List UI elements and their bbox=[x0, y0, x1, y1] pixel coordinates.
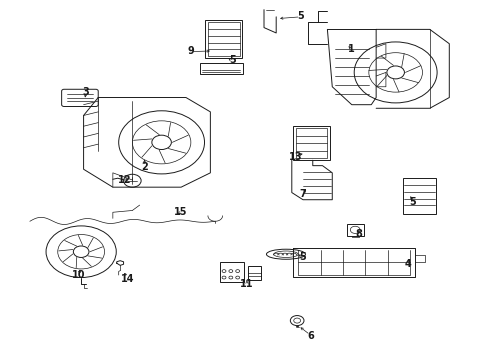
Bar bbox=[346, 224, 363, 235]
Bar bbox=[248, 266, 261, 280]
Text: 15: 15 bbox=[174, 207, 187, 217]
Text: 1: 1 bbox=[347, 44, 354, 54]
Text: 4: 4 bbox=[404, 259, 410, 269]
Bar bbox=[402, 178, 435, 214]
Text: 5: 5 bbox=[299, 252, 306, 262]
Text: 6: 6 bbox=[306, 331, 313, 341]
Text: 10: 10 bbox=[72, 270, 85, 280]
Bar bbox=[207, 22, 239, 56]
Text: 13: 13 bbox=[288, 152, 302, 162]
Text: 5: 5 bbox=[297, 11, 304, 21]
Bar bbox=[199, 63, 242, 74]
Text: 9: 9 bbox=[187, 46, 194, 56]
Bar bbox=[293, 126, 329, 160]
Text: 8: 8 bbox=[355, 229, 362, 239]
Text: 7: 7 bbox=[299, 189, 306, 199]
Text: 5: 5 bbox=[228, 55, 235, 65]
Text: 12: 12 bbox=[118, 175, 131, 185]
Text: 11: 11 bbox=[240, 279, 253, 289]
Bar bbox=[205, 21, 242, 58]
Bar bbox=[295, 128, 327, 158]
Text: 5: 5 bbox=[408, 197, 415, 207]
Text: 14: 14 bbox=[121, 274, 134, 284]
Text: 3: 3 bbox=[82, 87, 89, 97]
Bar bbox=[220, 262, 244, 282]
Text: 2: 2 bbox=[141, 162, 147, 172]
